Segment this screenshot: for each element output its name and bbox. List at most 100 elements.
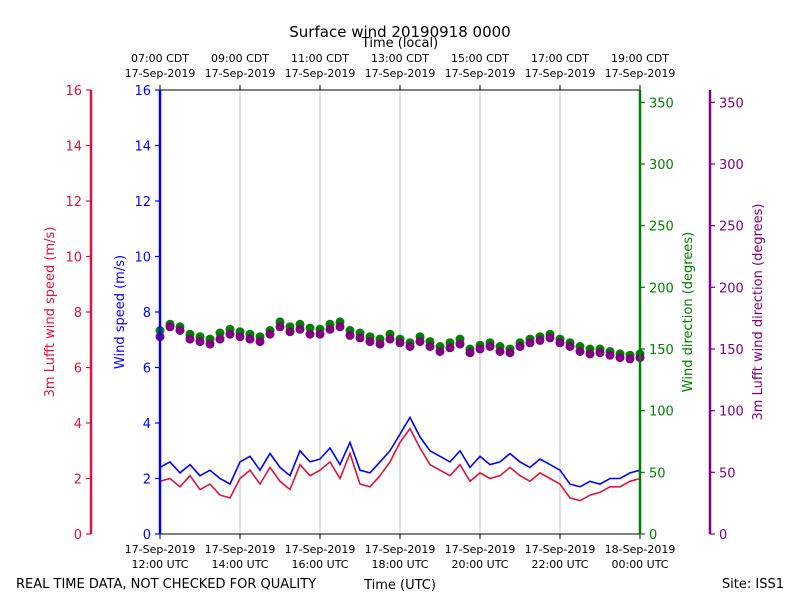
quality-note: REAL TIME DATA, NOT CHECKED FOR QUALITY	[16, 577, 316, 592]
3m-lufft-wind-direction-point	[325, 324, 335, 334]
top-x-tick-label: 15:00 CDT	[451, 52, 509, 65]
lufft-direction-axis-tick-label: 50	[719, 466, 736, 481]
wind-direction-axis-tick-label: 50	[649, 466, 666, 481]
3m-lufft-wind-direction-point	[185, 334, 195, 344]
wind-speed-axis-tick-label: 12	[134, 195, 151, 210]
x-tick-label: 17-Sep-2019	[205, 543, 276, 556]
x-tick-label: 12:00 UTC	[131, 558, 188, 571]
wind-speed-axis-tick-label: 2	[143, 473, 151, 488]
lufft-speed-axis-tick-label: 12	[65, 195, 82, 210]
3m-lufft-wind-direction-point	[555, 338, 565, 348]
x-tick-label: 22:00 UTC	[531, 558, 588, 571]
3m-lufft-wind-direction-point	[475, 344, 485, 354]
x-tick-label: 18:00 UTC	[371, 558, 428, 571]
wind-direction-axis-tick-label: 250	[649, 220, 674, 235]
x-tick-label: 20:00 UTC	[451, 558, 508, 571]
3m-lufft-wind-direction-point	[225, 329, 235, 339]
3m-lufft-wind-speed-line	[159, 427, 641, 502]
3m-lufft-wind-direction-point	[615, 353, 625, 363]
wind-direction-axis-label: Wind direction (degrees)	[681, 232, 696, 392]
wind-direction-axis-tick-label: 150	[649, 343, 674, 358]
3m-lufft-wind-direction-point	[255, 337, 265, 347]
lufft-speed-axis-tick-label: 2	[74, 473, 82, 488]
wind-speed-axis-tick-label: 0	[143, 528, 151, 543]
wind-speed-axis-tick-label: 8	[143, 306, 151, 321]
lufft-speed-axis-label: 3m Lufft wind speed (m/s)	[43, 227, 58, 398]
3m-lufft-wind-direction-point	[335, 322, 345, 332]
3m-lufft-wind-direction-point	[425, 342, 435, 351]
x-axis-label: Time (UTC)	[363, 578, 436, 593]
top-x-tick-label: 11:00 CDT	[291, 52, 349, 65]
3m-lufft-wind-direction-point	[355, 333, 365, 343]
3m-lufft-wind-direction-point	[245, 334, 255, 344]
3m-lufft-wind-direction-point	[365, 337, 375, 347]
axes-layer: 17-Sep-2019 12:00 UTC 17-Sep-2019 14:00 UTC…	[43, 52, 766, 571]
wind-direction-axis-tick-label: 350	[649, 96, 674, 111]
wind-speed-axis-tick-label: 10	[134, 251, 151, 266]
wind-speed-axis-tick-label: 6	[143, 362, 151, 377]
wind-direction-point	[305, 323, 315, 333]
lufft-direction-axis-tick-label: 300	[719, 158, 744, 173]
lufft-speed-axis-tick-label: 8	[74, 306, 82, 321]
top-axis-label: Time (local)	[361, 36, 438, 51]
3m-lufft-wind-direction-point	[235, 332, 245, 342]
top-x-tick-label: 09:00 CDT	[211, 52, 269, 65]
3m-lufft-wind-direction-point	[345, 330, 355, 340]
lufft-speed-axis-tick-label: 14	[65, 140, 82, 155]
lufft-speed-axis-tick-label: 4	[74, 417, 82, 432]
3m-lufft-wind-direction-point	[595, 348, 605, 358]
3m-lufft-wind-direction-point	[575, 347, 585, 356]
x-tick-label: 17-Sep-2019	[125, 543, 196, 556]
3m-lufft-wind-direction-point	[285, 327, 295, 337]
lufft-direction-axis-tick-label: 200	[719, 281, 744, 296]
3m-lufft-wind-direction-point	[265, 329, 275, 339]
top-x-tick-label: 17-Sep-2019	[125, 67, 196, 80]
3m-lufft-wind-direction-point	[385, 334, 395, 344]
3m-lufft-wind-direction-point	[505, 348, 515, 358]
x-tick-label: 14:00 UTC	[211, 558, 268, 571]
3m-lufft-wind-direction-point	[525, 338, 535, 348]
grid-lines	[239, 90, 561, 534]
x-tick-label: 17-Sep-2019	[285, 543, 356, 556]
site-label: Site: ISS1	[722, 577, 784, 592]
top-x-tick-label: 17-Sep-2019	[285, 67, 356, 80]
3m-lufft-wind-direction-point	[375, 339, 385, 349]
lufft-speed-axis-tick-label: 6	[74, 362, 82, 377]
top-x-tick-label: 17-Sep-2019	[205, 67, 276, 80]
3m-lufft-wind-direction-point	[455, 339, 465, 349]
top-x-tick-label: 17-Sep-2019	[525, 67, 596, 80]
3m-lufft-wind-direction-point	[445, 343, 455, 353]
wind-direction-axis-tick-label: 0	[649, 528, 657, 543]
lufft-direction-axis-label: 3m Lufft wind direction (degrees)	[751, 204, 766, 421]
lufft-direction-axis-tick-label: 150	[719, 343, 744, 358]
lufft-speed-axis-tick-label: 0	[74, 528, 82, 543]
wind-speed-line	[159, 415, 641, 488]
top-x-tick-label: 17-Sep-2019	[445, 67, 516, 80]
top-x-tick-label: 17-Sep-2019	[605, 67, 676, 80]
3m-lufft-wind-direction-point	[395, 338, 405, 348]
3m-lufft-wind-direction-point	[415, 337, 425, 347]
3m-lufft-wind-direction-point	[175, 326, 185, 335]
x-tick-label: 17-Sep-2019	[445, 543, 516, 556]
3m-lufft-wind-direction-point	[495, 347, 505, 356]
lufft-speed-axis-tick-label: 16	[65, 84, 82, 99]
chart-title: Surface wind 20190918 0000	[289, 23, 510, 41]
3m-lufft-wind-direction-point	[215, 334, 225, 344]
wind-direction-axis-tick-label: 100	[649, 405, 674, 420]
wind-speed-axis-label: Wind speed (m/s)	[113, 255, 128, 369]
3m-lufft-wind-direction-point	[465, 348, 475, 358]
lufft-direction-axis-tick-label: 350	[719, 96, 744, 111]
3m-lufft-wind-direction-point	[435, 347, 445, 356]
series-layer	[155, 317, 645, 502]
top-x-tick-label: 13:00 CDT	[371, 52, 429, 65]
3m-lufft-wind-direction-point	[295, 324, 305, 334]
x-tick-label: 00:00 UTC	[611, 558, 668, 571]
lufft-direction-axis-tick-label: 250	[719, 220, 744, 235]
wind-direction-axis-tick-label: 300	[649, 158, 674, 173]
3m-lufft-wind-direction-point	[605, 350, 615, 360]
3m-lufft-wind-direction-point	[625, 354, 635, 364]
wind-direction-axis-tick-label: 200	[649, 281, 674, 296]
3m-lufft-wind-direction-point	[515, 342, 525, 351]
lufft-direction-axis-tick-label: 0	[719, 528, 727, 543]
